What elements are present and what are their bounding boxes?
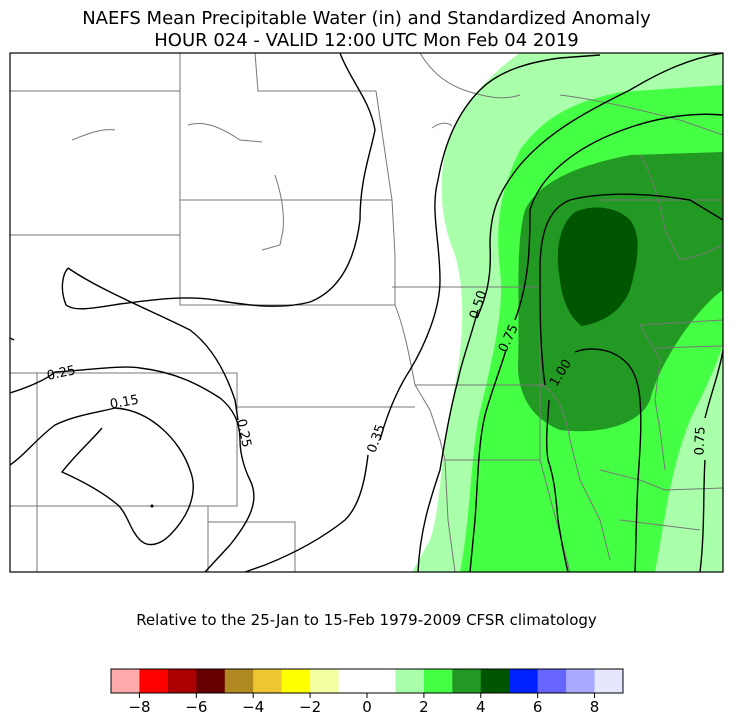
contour-label-0.25-west: 0.25: [46, 363, 77, 384]
map-frame: [9, 52, 724, 573]
colorbar-box: [224, 669, 254, 693]
colorbar-box: [338, 669, 368, 693]
colorbar-box: [594, 669, 624, 693]
map-marker-dot: [150, 504, 154, 508]
colorbar-tick-label: −2: [299, 698, 321, 716]
colorbar-box: [111, 669, 140, 693]
state-borders: [10, 53, 723, 572]
colorbar-boxes: [111, 669, 624, 693]
colorbar-tick-label: 0: [362, 698, 372, 716]
colorbar-tick-label: 2: [419, 698, 429, 716]
colorbar-box: [310, 669, 340, 693]
title-line-2: HOUR 024 - VALID 12:00 UTC Mon Feb 04 20…: [154, 30, 579, 51]
colorbar-box: [452, 669, 482, 693]
contours: [10, 53, 723, 572]
colorbar-box: [423, 669, 453, 693]
colorbar-tick-label: 4: [476, 698, 486, 716]
contour-label-0.75-east: 0.75: [693, 426, 709, 455]
colorbar-box: [367, 669, 396, 693]
colorbar-box: [139, 669, 169, 693]
colorbar-tick-label: −6: [185, 698, 207, 716]
colorbar-box: [395, 669, 425, 693]
colorbar-tick-label: −8: [128, 698, 150, 716]
anomaly-fill-4-5: [557, 207, 638, 326]
colorbar-box: [480, 669, 510, 693]
colorbar-box: [281, 669, 311, 693]
title-line-1: NAEFS Mean Precipitable Water (in) and S…: [82, 8, 651, 29]
colorbar-tick-label: −4: [242, 698, 264, 716]
contour-label-0.15: 0.15: [109, 393, 140, 413]
colorbar-box: [167, 669, 197, 693]
contour-label-0.25-center: 0.25: [233, 418, 254, 449]
colorbar-tick-label: 6: [533, 698, 543, 716]
colorbar-box: [566, 669, 596, 693]
colorbar-outline: [110, 668, 624, 694]
colorbar-tick-label: 8: [590, 698, 600, 716]
colorbar-box: [196, 669, 226, 693]
climatology-caption: Relative to the 25-Jan to 15-Feb 1979-20…: [136, 611, 597, 629]
colorbar-box: [509, 669, 539, 693]
anomaly-shading: [412, 53, 723, 572]
colorbar-box: [537, 669, 567, 693]
colorbar-box: [253, 669, 283, 693]
colorbar-ticks: −8 −6 −4 −2 0 2 4 6 8: [128, 693, 599, 716]
